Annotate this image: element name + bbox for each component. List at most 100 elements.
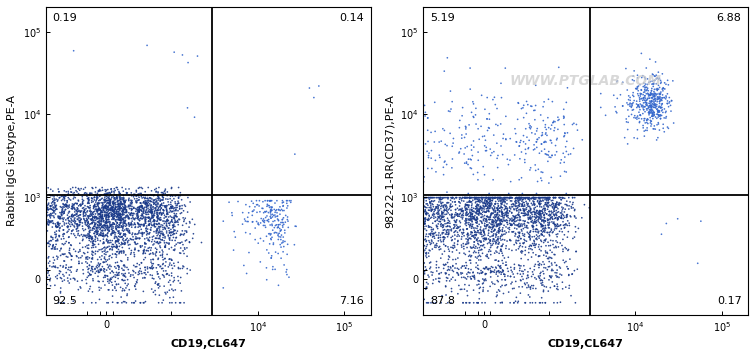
Point (638, 107, 650, 112)
Point (570, 249, 582, 255)
Point (82, 213, 94, 219)
Point (272, 231, 284, 237)
Point (161, 212, 173, 218)
Point (409, 273, 421, 279)
Point (426, 239, 438, 244)
Point (155, 222, 167, 228)
Point (117, 201, 129, 207)
Point (500, 205, 512, 211)
Point (107, 207, 119, 213)
Point (633, 109, 645, 115)
Point (86, 266, 98, 272)
Point (646, 98, 658, 104)
Point (139, 217, 151, 222)
Point (465, 195, 477, 200)
Point (149, 251, 162, 257)
Point (43, 241, 55, 246)
Point (82, 196, 94, 201)
Point (154, 243, 166, 249)
Point (94, 232, 106, 238)
Point (63, 247, 76, 253)
Point (530, 276, 542, 282)
Point (67, 196, 79, 202)
Point (133, 229, 145, 235)
Point (136, 204, 148, 210)
Point (134, 300, 146, 305)
Point (643, 103, 655, 108)
Point (266, 208, 278, 213)
Point (513, 203, 525, 208)
Point (93, 219, 105, 224)
Point (632, 91, 644, 96)
Point (459, 201, 471, 207)
Point (409, 258, 421, 264)
Point (53, 195, 65, 201)
Point (140, 227, 153, 233)
Point (72, 197, 85, 203)
Point (458, 263, 470, 269)
Point (125, 236, 137, 241)
Point (489, 209, 501, 214)
Point (453, 266, 465, 272)
Point (473, 195, 485, 200)
Point (477, 266, 489, 271)
Point (89, 201, 101, 207)
Point (482, 125, 495, 131)
Point (423, 247, 435, 253)
Point (66, 221, 79, 227)
Point (119, 218, 131, 224)
Point (426, 272, 438, 278)
Point (535, 231, 547, 236)
Point (551, 215, 563, 221)
Point (86, 234, 98, 240)
Point (30, 203, 42, 208)
Point (423, 217, 435, 222)
Point (109, 219, 122, 224)
Point (528, 209, 540, 214)
Point (473, 248, 485, 253)
Point (442, 234, 454, 240)
Point (93, 207, 105, 213)
Point (145, 265, 157, 271)
Point (550, 244, 562, 249)
Point (488, 250, 501, 256)
Point (129, 192, 141, 197)
Point (396, 260, 408, 266)
Point (70, 268, 82, 274)
Point (458, 286, 470, 292)
Point (512, 195, 524, 200)
Point (72, 191, 85, 197)
Point (539, 202, 551, 208)
Point (157, 195, 169, 200)
Point (143, 195, 156, 201)
Point (82, 200, 94, 206)
Point (566, 271, 578, 277)
Point (551, 274, 563, 279)
Point (536, 195, 548, 200)
Point (106, 189, 118, 195)
Point (177, 263, 189, 269)
Point (47, 236, 59, 242)
Point (519, 300, 531, 305)
Point (93, 279, 105, 284)
Point (123, 195, 135, 201)
Point (488, 226, 501, 232)
Point (138, 300, 150, 305)
Point (468, 239, 480, 245)
Point (487, 281, 499, 287)
Point (123, 215, 135, 220)
Point (76, 197, 88, 202)
Point (75, 208, 87, 214)
Point (113, 230, 125, 236)
Point (559, 195, 571, 201)
Point (148, 229, 160, 235)
Point (476, 199, 488, 205)
Point (144, 198, 156, 204)
Point (506, 218, 518, 224)
Point (639, 93, 651, 99)
Point (38, 203, 50, 208)
Point (417, 208, 429, 214)
Point (122, 255, 134, 261)
Point (652, 112, 664, 118)
Point (459, 195, 471, 200)
